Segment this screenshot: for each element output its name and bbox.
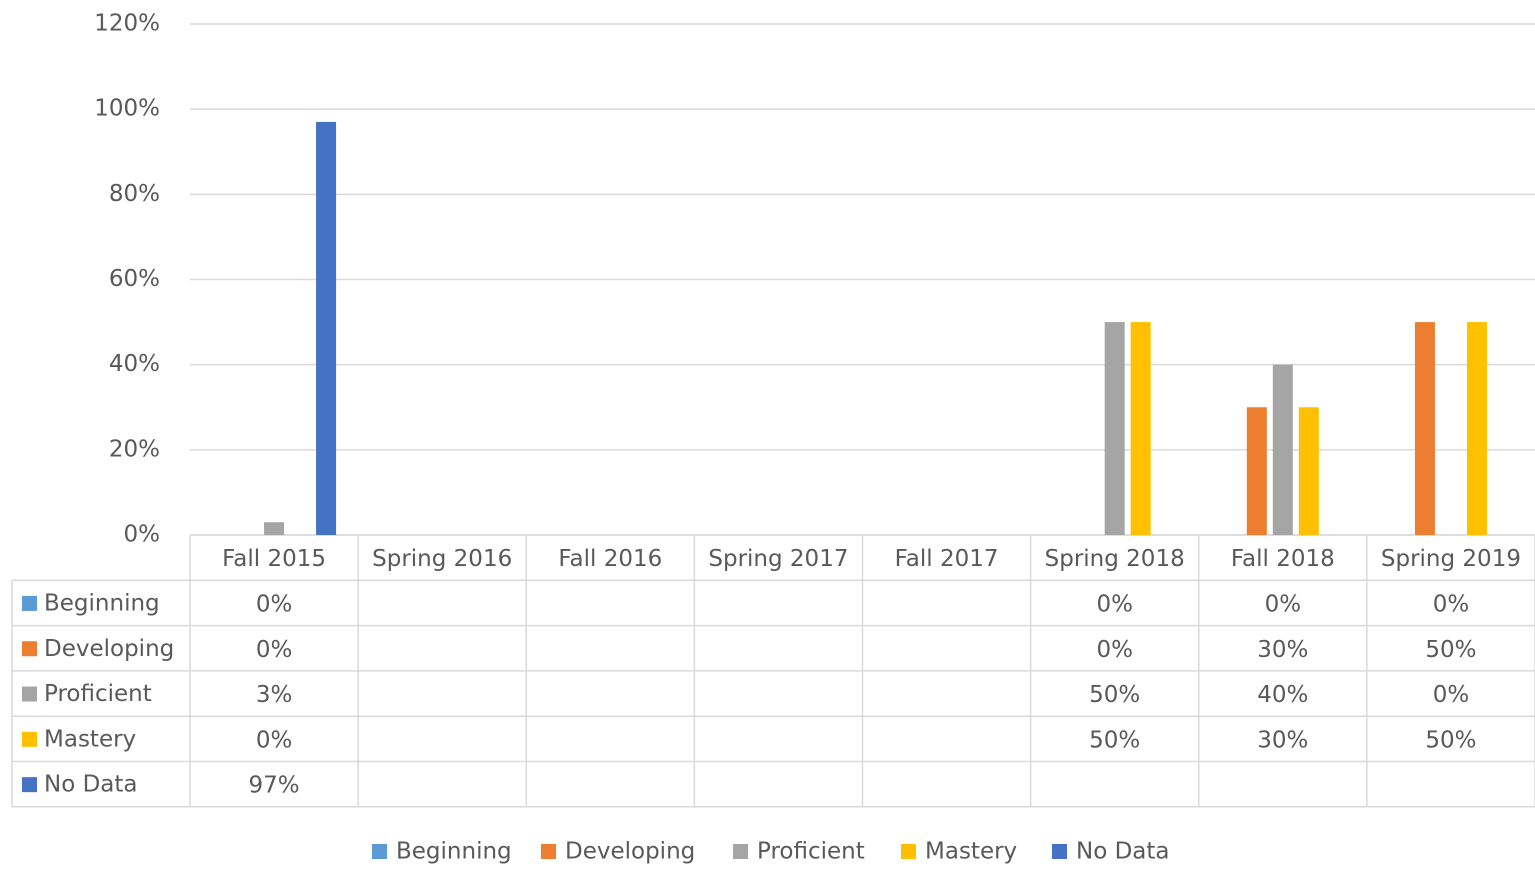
y-tick-label: 80% xyxy=(109,181,160,207)
table-cell: 0% xyxy=(1433,591,1470,617)
table-cell: 0% xyxy=(256,591,293,617)
table-row-label: Beginning xyxy=(44,590,160,616)
x-tick-label: Spring 2019 xyxy=(1381,546,1521,572)
x-tick-label: Spring 2018 xyxy=(1045,546,1185,572)
legend-swatch xyxy=(1052,844,1067,859)
bar xyxy=(1246,407,1267,535)
legend-label: Beginning xyxy=(396,839,512,865)
x-tick-label: Spring 2017 xyxy=(708,546,848,572)
table-row-label: Mastery xyxy=(44,726,136,752)
bar xyxy=(316,121,337,536)
table-cell: 0% xyxy=(1265,591,1302,617)
bar xyxy=(1466,322,1487,535)
table-cell: 0% xyxy=(1096,591,1133,617)
table-row-label: No Data xyxy=(44,772,138,798)
legend-swatch xyxy=(22,641,37,657)
legend-swatch xyxy=(372,844,387,859)
bar xyxy=(1272,364,1293,535)
y-tick-label: 60% xyxy=(109,266,160,292)
legend-swatch xyxy=(541,844,556,859)
legend-label: Proficient xyxy=(757,839,865,865)
bar xyxy=(1414,322,1435,535)
table-cell: 40% xyxy=(1257,682,1308,708)
y-tick-label: 20% xyxy=(109,436,160,462)
y-tick-label: 100% xyxy=(94,96,160,122)
legend-swatch xyxy=(22,686,37,702)
bar xyxy=(264,522,285,535)
table-cell: 0% xyxy=(256,637,293,663)
x-tick-label: Fall 2018 xyxy=(1231,546,1335,572)
x-tick-label: Fall 2015 xyxy=(222,546,326,572)
legend-swatch xyxy=(22,595,37,611)
table-cell: 50% xyxy=(1089,727,1140,753)
legend-label: Developing xyxy=(565,839,695,865)
y-tick-label: 0% xyxy=(124,522,161,548)
legend-swatch xyxy=(901,844,916,859)
legend-label: No Data xyxy=(1076,839,1170,865)
bar xyxy=(1298,407,1319,535)
x-tick-label: Fall 2017 xyxy=(895,546,999,572)
legend-swatch xyxy=(22,777,37,793)
table-cell: 0% xyxy=(256,727,293,753)
legend-label: Mastery xyxy=(925,839,1017,865)
table-cell: 0% xyxy=(1096,637,1133,663)
table-row-label: Proficient xyxy=(44,681,152,707)
table-cell: 30% xyxy=(1257,727,1308,753)
y-tick-label: 40% xyxy=(109,351,160,377)
table-cell: 50% xyxy=(1425,637,1476,663)
legend-swatch xyxy=(733,844,748,859)
y-tick-label: 120% xyxy=(94,11,160,37)
bar xyxy=(1104,322,1125,535)
table-cell: 50% xyxy=(1089,682,1140,708)
table-cell: 50% xyxy=(1425,727,1476,753)
bar xyxy=(1130,322,1151,535)
x-tick-label: Spring 2016 xyxy=(372,546,512,572)
x-tick-label: Fall 2016 xyxy=(558,546,662,572)
table-cell: 0% xyxy=(1433,682,1470,708)
table-row-label: Developing xyxy=(44,636,174,662)
table-cell: 3% xyxy=(256,682,293,708)
table-cell: 30% xyxy=(1257,637,1308,663)
legend-swatch xyxy=(22,731,37,747)
table-cell: 97% xyxy=(249,773,300,799)
